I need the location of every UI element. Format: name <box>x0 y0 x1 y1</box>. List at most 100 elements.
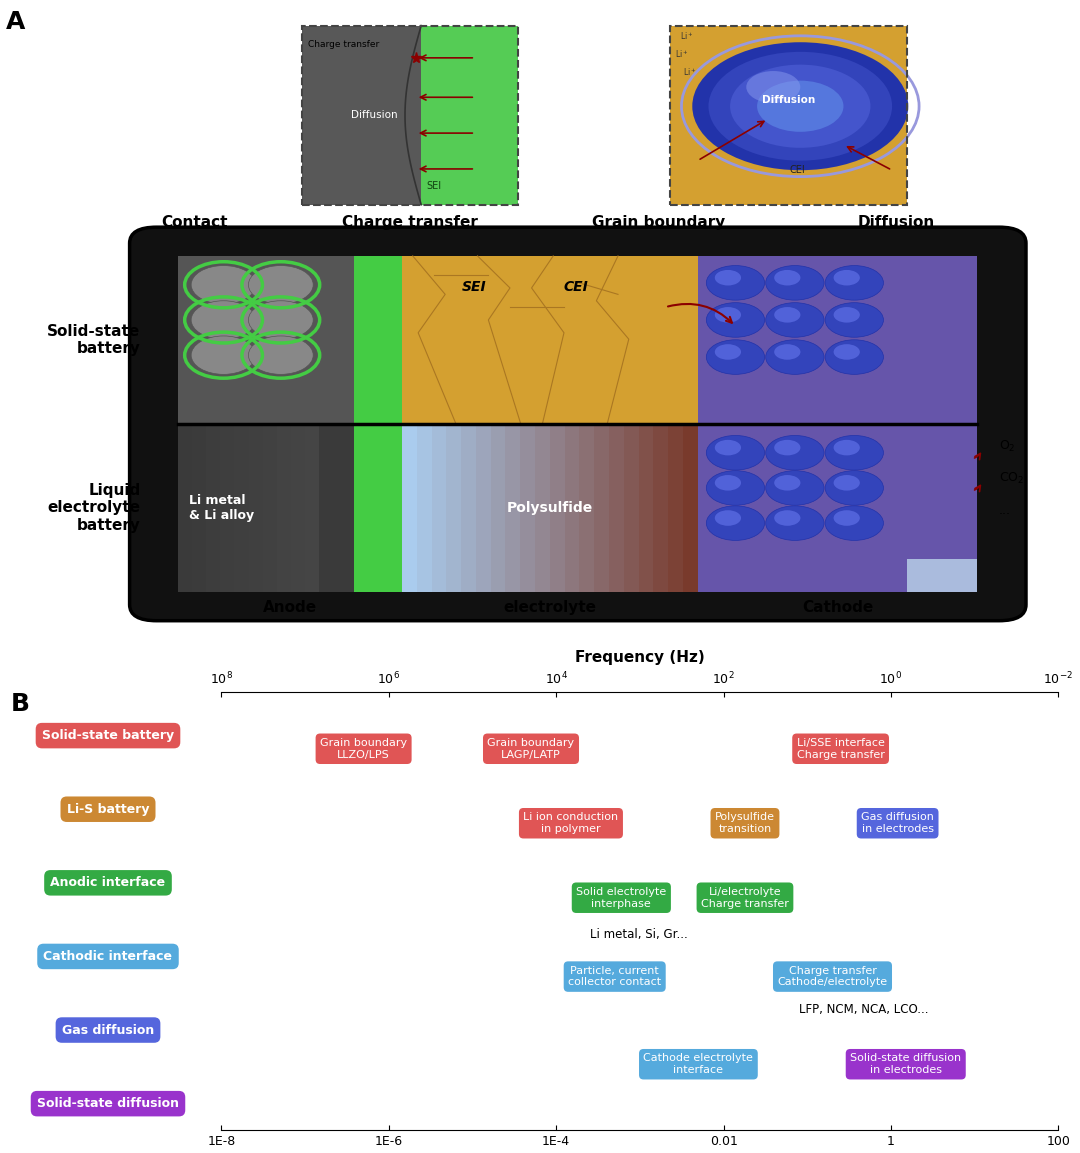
Text: LFP, NCM, NCA, LCO...: LFP, NCM, NCA, LCO... <box>799 1003 929 1016</box>
Circle shape <box>766 265 824 300</box>
Text: Li metal
& Li alloy: Li metal & Li alloy <box>189 493 254 522</box>
Polygon shape <box>248 424 262 591</box>
Circle shape <box>766 506 824 541</box>
Polygon shape <box>609 424 624 591</box>
Circle shape <box>715 439 741 455</box>
Circle shape <box>825 340 883 375</box>
Circle shape <box>834 475 860 490</box>
Circle shape <box>706 470 765 505</box>
Polygon shape <box>302 25 518 205</box>
Text: Solid-state diffusion: Solid-state diffusion <box>37 1098 179 1110</box>
Polygon shape <box>550 424 565 591</box>
Polygon shape <box>402 256 698 424</box>
Circle shape <box>774 270 800 286</box>
Circle shape <box>825 470 883 505</box>
Circle shape <box>706 506 765 541</box>
Polygon shape <box>446 424 461 591</box>
Text: Li-S battery: Li-S battery <box>67 802 149 815</box>
Text: Li$^+$: Li$^+$ <box>680 30 693 42</box>
Text: SEI: SEI <box>461 280 486 294</box>
Circle shape <box>774 439 800 455</box>
Polygon shape <box>417 424 432 591</box>
Circle shape <box>730 65 870 148</box>
Text: Gas diffusion
in electrodes: Gas diffusion in electrodes <box>861 813 934 834</box>
Circle shape <box>766 340 824 375</box>
Circle shape <box>746 71 800 103</box>
Circle shape <box>766 436 824 470</box>
Text: Gas diffusion: Gas diffusion <box>62 1024 154 1037</box>
Circle shape <box>774 511 800 526</box>
Circle shape <box>706 303 765 337</box>
Text: O$_2$: O$_2$ <box>999 438 1015 453</box>
Polygon shape <box>683 424 698 591</box>
Polygon shape <box>579 424 594 591</box>
Polygon shape <box>192 424 206 591</box>
Text: Grain boundary
LAGP/LATP: Grain boundary LAGP/LATP <box>487 738 575 760</box>
Circle shape <box>706 436 765 470</box>
Polygon shape <box>670 25 907 205</box>
Text: Diffusion: Diffusion <box>762 95 815 105</box>
Text: CO$_2$: CO$_2$ <box>999 470 1024 485</box>
Circle shape <box>825 265 883 300</box>
Text: electrolyte: electrolyte <box>503 601 596 616</box>
Polygon shape <box>505 424 521 591</box>
Polygon shape <box>490 424 505 591</box>
Polygon shape <box>698 424 977 591</box>
Circle shape <box>191 336 256 375</box>
Circle shape <box>766 303 824 337</box>
Circle shape <box>757 81 843 131</box>
Text: Li$^+$: Li$^+$ <box>675 48 688 60</box>
Text: Polysulfide: Polysulfide <box>507 500 593 515</box>
Polygon shape <box>402 424 698 591</box>
Circle shape <box>774 307 800 323</box>
Circle shape <box>715 270 741 286</box>
Polygon shape <box>276 424 291 591</box>
Text: Cathode: Cathode <box>802 601 873 616</box>
Polygon shape <box>907 559 977 591</box>
Circle shape <box>248 336 313 375</box>
Circle shape <box>825 303 883 337</box>
Polygon shape <box>653 424 669 591</box>
Polygon shape <box>178 256 354 424</box>
Circle shape <box>715 345 741 360</box>
Text: SEI: SEI <box>427 181 442 190</box>
Polygon shape <box>305 424 319 591</box>
Polygon shape <box>669 424 683 591</box>
Text: Charge transfer
Cathode/electrolyte: Charge transfer Cathode/electrolyte <box>778 966 888 987</box>
Circle shape <box>774 475 800 490</box>
Text: B: B <box>11 692 30 716</box>
Circle shape <box>834 307 860 323</box>
Text: Anodic interface: Anodic interface <box>51 876 165 889</box>
Circle shape <box>766 470 824 505</box>
Polygon shape <box>234 424 248 591</box>
Polygon shape <box>565 424 579 591</box>
Polygon shape <box>178 424 192 591</box>
Circle shape <box>706 340 765 375</box>
Circle shape <box>774 345 800 360</box>
Text: Particle, current
collector contact: Particle, current collector contact <box>568 966 661 987</box>
Circle shape <box>825 436 883 470</box>
Polygon shape <box>535 424 550 591</box>
Text: Charge transfer: Charge transfer <box>308 40 379 50</box>
Text: Solid-state diffusion
in electrodes: Solid-state diffusion in electrodes <box>850 1054 961 1075</box>
Text: Grain boundary: Grain boundary <box>592 216 726 231</box>
Circle shape <box>715 307 741 323</box>
Text: Diffusion: Diffusion <box>351 111 397 120</box>
Circle shape <box>708 52 892 160</box>
Polygon shape <box>178 424 354 591</box>
Polygon shape <box>262 424 276 591</box>
Text: ...: ... <box>999 504 1011 517</box>
Polygon shape <box>624 424 638 591</box>
Polygon shape <box>421 25 518 205</box>
Circle shape <box>248 265 313 304</box>
Text: Li metal, Si, Gr...: Li metal, Si, Gr... <box>590 928 687 942</box>
Polygon shape <box>206 424 220 591</box>
Circle shape <box>706 265 765 300</box>
Text: Liquid
electrolyte
battery: Liquid electrolyte battery <box>48 483 140 533</box>
Text: Charge transfer: Charge transfer <box>342 216 478 231</box>
Polygon shape <box>432 424 446 591</box>
Circle shape <box>191 301 256 339</box>
Text: CEI: CEI <box>789 165 806 175</box>
Text: CEI: CEI <box>564 280 589 294</box>
Text: Cathodic interface: Cathodic interface <box>43 950 173 963</box>
